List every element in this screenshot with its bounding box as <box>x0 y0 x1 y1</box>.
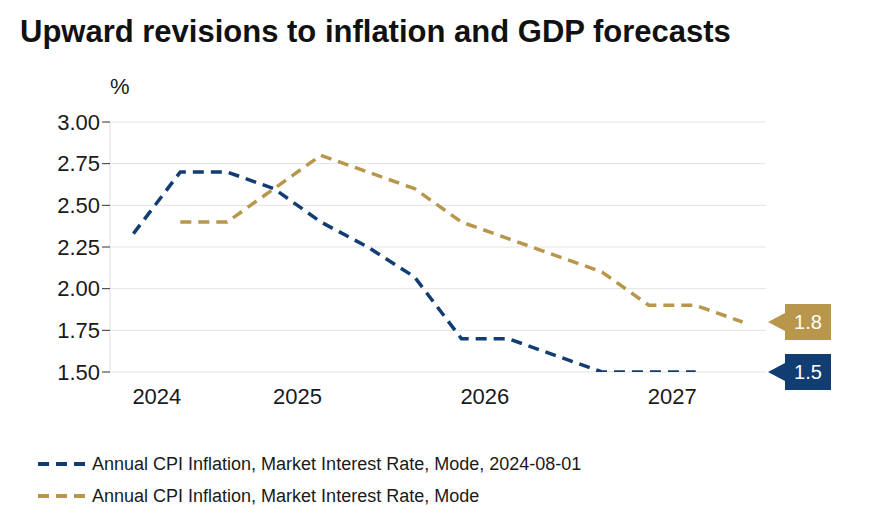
svg-text:2027: 2027 <box>648 384 697 409</box>
html-text:Upward revisions to inflation: Upward revisions to inflation and GDP fo… <box>20 14 731 49</box>
svg-text:2024: 2024 <box>132 384 181 409</box>
svg-text:2.00: 2.00 <box>57 276 100 301</box>
html-text:Annual CPI Inflation, Market I: Annual CPI Inflation, Market Interest Ra… <box>92 485 480 506</box>
svg-text:1.8: 1.8 <box>794 311 822 333</box>
svg-text:3.00: 3.00 <box>57 110 100 135</box>
svg-text:2.75: 2.75 <box>57 151 100 176</box>
svg-text:2025: 2025 <box>273 384 322 409</box>
svg-text:1.75: 1.75 <box>57 318 100 343</box>
svg-text:2026: 2026 <box>460 384 509 409</box>
svg-text:2.25: 2.25 <box>57 235 100 260</box>
svg-text:1.50: 1.50 <box>57 360 100 385</box>
html-text:Annual CPI Inflation, Market I: Annual CPI Inflation, Market Interest Ra… <box>92 453 582 474</box>
svg-text:2.50: 2.50 <box>57 193 100 218</box>
svg-text:1.5: 1.5 <box>794 361 822 383</box>
